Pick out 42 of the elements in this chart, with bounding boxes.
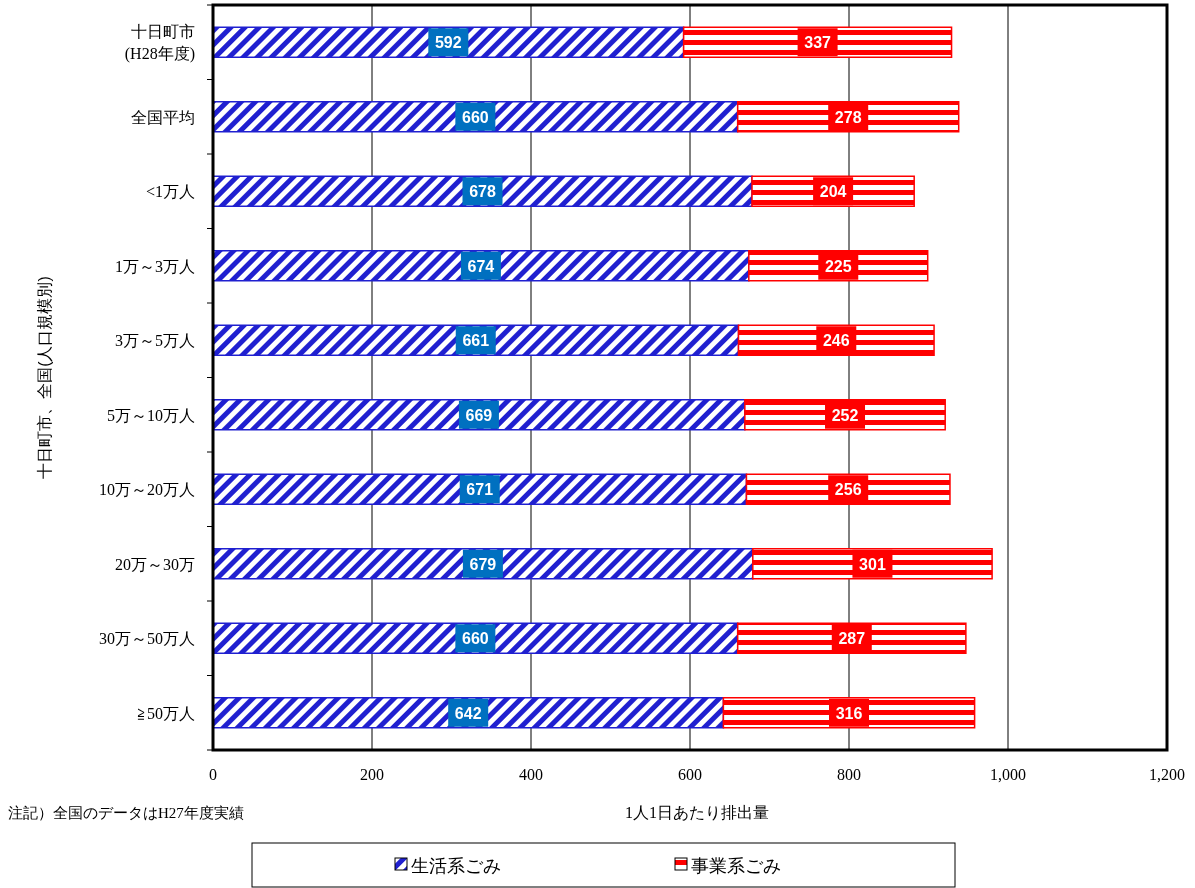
text: 注記）全国のデータはH27年度実績 <box>8 805 244 821</box>
y-tick-label: 3万～5万人 <box>115 332 195 350</box>
data-label: 337 <box>804 34 832 52</box>
data-label: 679 <box>469 555 497 573</box>
x-tick-label: 800 <box>837 766 861 783</box>
x-axis-title: 1人1日あたり排出量 <box>625 804 769 821</box>
x-tick-label: 1,000 <box>990 766 1026 783</box>
data-label: 674 <box>467 257 495 275</box>
data-label: 278 <box>834 108 862 126</box>
data-label: 225 <box>824 257 852 275</box>
data-label: 671 <box>466 481 494 499</box>
x-tick-label: 0 <box>209 766 217 783</box>
x-tick-label: 600 <box>678 766 702 783</box>
data-label: 642 <box>454 704 482 722</box>
data-label: 316 <box>835 704 863 722</box>
x-tick-label: 400 <box>519 766 543 783</box>
y-tick-label: <1万人 <box>145 183 195 201</box>
data-label: 252 <box>831 406 859 424</box>
y-tick-label: 全国平均 <box>131 108 195 126</box>
y-tick-label: 十日町市 (H28年度) <box>124 23 195 64</box>
y-tick-label: ≧50万人 <box>137 704 195 722</box>
y-tick-label: 10万～20万人 <box>99 481 195 499</box>
data-label: 678 <box>469 183 496 201</box>
y-axis-title: 十日町市、全国(人口規模別) <box>36 276 53 479</box>
data-label: 661 <box>462 332 490 350</box>
y-tick-label: 1万～3万人 <box>115 257 195 275</box>
y-tick-label: 30万～50万人 <box>99 630 195 648</box>
legend-label: 事業系ごみ <box>691 856 781 876</box>
data-label: 287 <box>838 630 866 648</box>
data-label: 669 <box>465 406 493 424</box>
data-label: 256 <box>834 481 862 499</box>
data-label: 660 <box>462 630 489 648</box>
legend-label: 生活系ごみ <box>411 856 501 876</box>
data-label: 301 <box>859 555 886 573</box>
data-label: 592 <box>434 34 462 52</box>
y-tick-label: 20万～30万 <box>115 555 195 573</box>
data-label: 246 <box>822 332 850 350</box>
x-tick-label: 1,200 <box>1149 766 1185 783</box>
y-tick-label: 5万～10万人 <box>107 406 195 424</box>
data-label: 204 <box>819 183 847 201</box>
x-tick-label: 200 <box>360 766 384 783</box>
data-label: 660 <box>462 108 489 126</box>
